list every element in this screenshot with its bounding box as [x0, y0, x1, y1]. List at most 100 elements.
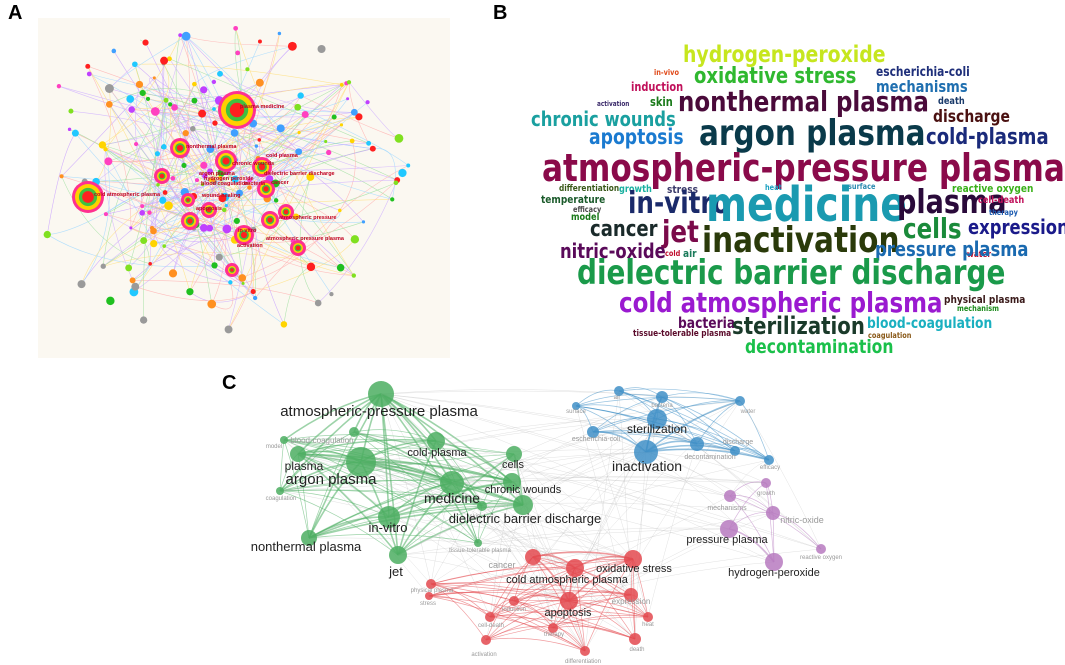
panel-c-edge — [430, 400, 741, 585]
panel-a-edge — [210, 148, 242, 194]
panel-a-edge — [96, 152, 329, 183]
panel-c-label-decontamination: decontamination — [684, 454, 735, 461]
panel-c-edge — [397, 550, 634, 560]
cloud-word-induction: induction — [631, 80, 684, 94]
panel-c-edge — [645, 451, 767, 484]
panel-c-node-pressure-plasma — [720, 520, 738, 538]
panel-c-node-decontamination — [730, 446, 740, 456]
panel-c-label-nitric-oxide: nitric-oxide — [780, 515, 824, 525]
panel-a-label-blood-coagulation: blood coagulation — [201, 181, 249, 187]
panel-a-edge — [239, 192, 256, 299]
panel-a-edge — [219, 73, 355, 113]
panel-a-edge — [103, 197, 223, 267]
panel-a-node — [212, 107, 216, 111]
panel-c-node-mechanisms — [724, 490, 736, 502]
panel-c-label-cold-plasma: cold-plasma — [407, 447, 467, 459]
panel-a-edge — [155, 84, 342, 112]
panel-c-edge — [489, 558, 634, 618]
panel-c-edge — [279, 480, 767, 492]
panel-a-node — [104, 157, 113, 166]
panel-a-edge — [131, 109, 158, 154]
panel-a-node — [160, 56, 169, 65]
panel-c-edge — [279, 393, 382, 492]
panel-a-node — [257, 39, 262, 44]
panel-c-node-inactivation — [634, 440, 658, 464]
panel-c-edge — [513, 453, 554, 629]
panel-a-node — [339, 123, 344, 127]
panel-c-edge — [297, 453, 483, 507]
panel-a-edge — [226, 171, 294, 242]
panel-a-node — [273, 198, 279, 203]
panel-c-edge — [485, 504, 524, 641]
panel-c-edge — [618, 390, 822, 550]
panel-a-edge — [108, 128, 194, 163]
panel-c-edge — [308, 537, 634, 560]
panel-c-node-cells — [506, 446, 522, 462]
panel-a-edge — [113, 50, 227, 206]
panel-a-edge — [169, 58, 369, 144]
panel-a-node — [297, 130, 301, 135]
panel-c-edge — [430, 453, 515, 585]
panel-a-edge — [194, 45, 293, 85]
panel-a-node — [252, 295, 258, 301]
panel-a-node — [105, 100, 113, 108]
panel-a-node — [326, 149, 332, 156]
panel-c-node-coagulation — [276, 487, 284, 495]
cloud-word-growth: growth — [619, 184, 652, 195]
panel-c-edge — [592, 431, 770, 461]
panel-a-edge — [101, 145, 203, 185]
panel-a-label-wound-healing: wound healing — [201, 193, 241, 199]
panel-c-edge — [388, 502, 524, 518]
cloud-word-water: water — [967, 250, 991, 260]
panel-a-node — [351, 273, 357, 278]
cloud-word-argon-plasma: argon plasma — [699, 113, 926, 154]
panel-a-edge — [230, 179, 398, 283]
panel-a-edge — [61, 176, 151, 265]
panel-a-label-atmospheric-pressure-plasma: atmospheric pressure plasma — [266, 236, 345, 242]
cloud-word-mechanisms: mechanisms — [876, 77, 968, 96]
panel-a-label-activation: activation — [237, 243, 263, 249]
panel-a-edge — [58, 85, 237, 134]
cloud-word-hydrogen-peroxide: hydrogen-peroxide — [683, 42, 886, 68]
panel-a-node — [85, 63, 91, 69]
panel-c-edge — [574, 400, 741, 569]
panel-c-node-reactive-oxygen — [816, 544, 826, 554]
panel-a-node — [152, 76, 156, 80]
panel-a-node — [211, 79, 217, 85]
panel-a-label-cancer: cancer — [271, 180, 290, 186]
panel-c-edge — [489, 610, 649, 618]
panel-c-edge — [380, 393, 731, 497]
panel-a-node — [346, 80, 352, 85]
panel-c-edge — [279, 451, 647, 492]
cloud-word-coagulation: coagulation — [868, 331, 912, 340]
panel-c-edge — [513, 548, 822, 602]
panel-c-node-activation — [481, 635, 491, 645]
panel-c-label-plasma: plasma — [285, 459, 324, 473]
panel-c-edge — [568, 561, 775, 602]
panel-c-node-chronic-wounds — [503, 473, 521, 491]
panel-a-edge — [253, 101, 368, 230]
panel-c-node-sterilization — [647, 409, 667, 429]
panel-a-node — [365, 100, 370, 105]
panel-a-node — [71, 129, 79, 137]
panel-a-edge — [157, 116, 359, 185]
panel-a-node — [199, 223, 208, 232]
panel-c-edge — [592, 431, 774, 514]
cloud-word-tissue-tolerable-plasma: tissue-tolerable plasma — [633, 329, 732, 339]
panel-c-label-oxidative-stress: oxidative stress — [596, 563, 672, 575]
panel-c-label-cell-death: cell-death — [478, 623, 504, 629]
panel-a-nodes — [43, 25, 411, 334]
panel-a-edge — [135, 286, 254, 302]
panel-c-node-plasma — [290, 446, 306, 462]
cloud-word-in-vitro: in-vitro — [628, 186, 730, 221]
panel-c-edge — [308, 504, 524, 539]
panel-a-node — [245, 67, 250, 72]
panel-a-node — [167, 56, 172, 62]
panel-c-edge — [380, 393, 770, 461]
panel-a-node — [349, 138, 355, 144]
cloud-word-jet: jet — [662, 215, 699, 250]
panel-a-node — [338, 208, 342, 213]
panel-c-label-jet: jet — [388, 564, 403, 579]
panel-c-edge — [435, 418, 658, 442]
panel-a-hub-node — [261, 211, 279, 229]
